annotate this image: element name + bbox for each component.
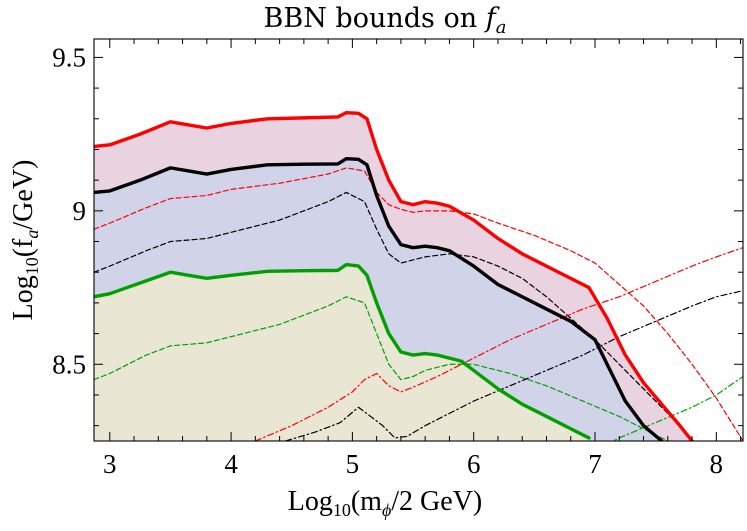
y-axis-label: Log10(fa/GeV)	[8, 160, 42, 321]
series-line-6	[254, 247, 743, 441]
plot-frame	[93, 38, 744, 442]
series-line-0	[94, 110, 694, 441]
series-line-7	[285, 290, 743, 441]
x-tick-label: 3	[103, 449, 117, 479]
tick-labels: 3 4 5 6 7 8 8.5 9 9.5	[52, 42, 723, 479]
series-lines	[94, 110, 743, 441]
x-tick-label: 7	[588, 449, 602, 479]
y-tick-label: 9	[73, 196, 87, 226]
x-axis-label: Log10(mϕ/2 GeV)	[288, 486, 483, 520]
series-line-5	[94, 296, 670, 441]
series-line-3	[94, 167, 743, 441]
y-tick-label: 9.5	[52, 42, 86, 72]
x-tick-label: 6	[467, 449, 481, 479]
series-line-4	[94, 191, 693, 441]
series-line-2	[94, 262, 591, 440]
y-tick-label: 8.5	[52, 349, 86, 379]
axis-ticks	[94, 39, 743, 441]
series-line-1	[94, 156, 664, 441]
chart-title: BBN bounds on fa	[264, 3, 507, 38]
x-tick-label: 5	[346, 449, 360, 479]
x-tick-label: 4	[224, 449, 238, 479]
x-tick-label: 8	[710, 449, 724, 479]
shaded-regions	[94, 112, 693, 441]
region-fill-2	[94, 264, 589, 441]
series-line-8	[611, 375, 743, 441]
